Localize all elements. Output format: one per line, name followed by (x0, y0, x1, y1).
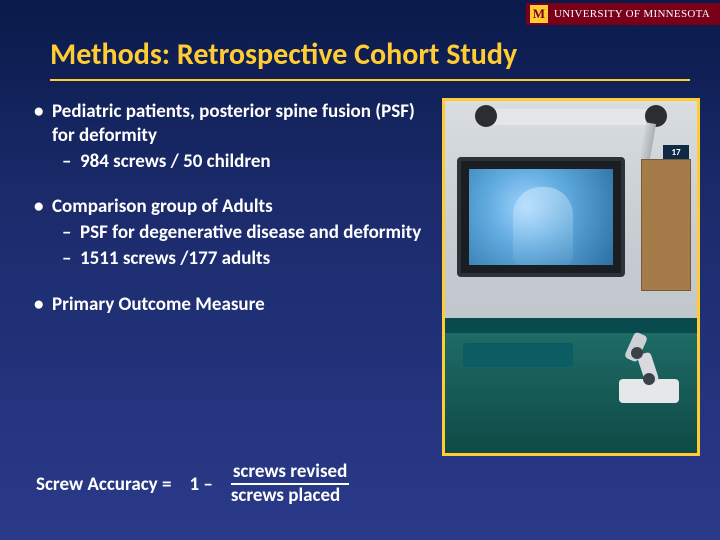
bullet-adults: Comparison group of Adults PSF for degen… (30, 195, 440, 270)
university-label: UNIVERSITY OF MINNESOTA (554, 8, 710, 20)
formula-one-minus: 1 – (189, 473, 212, 496)
wordmark-m-icon: M (530, 5, 548, 23)
formula-fraction: screws revised screws placed (231, 462, 349, 506)
instrument-tray-icon (463, 343, 573, 367)
surgical-robot-icon (589, 323, 679, 403)
sub-bullet-adults-psf: PSF for degenerative disease and deformi… (52, 221, 440, 245)
door-sign: 17 (663, 145, 689, 159)
header-bar: M UNIVERSITY OF MINNESOTA (0, 0, 720, 28)
monitor-screen-icon (469, 169, 613, 265)
slide-title: Methods: Retrospective Cohort Study (50, 36, 690, 81)
robot-joint-icon (631, 347, 643, 359)
sub-bullet-pediatric-counts: 984 screws / 50 children (52, 150, 440, 174)
nav-monitor-icon (457, 157, 625, 277)
bullet-text: Pediatric patients, posterior spine fusi… (52, 100, 415, 147)
slide: M UNIVERSITY OF MINNESOTA Methods: Retro… (0, 0, 720, 540)
robot-joint-icon (643, 373, 655, 385)
bullet-outcome: Primary Outcome Measure (30, 293, 440, 317)
arm-segment-icon (640, 122, 656, 159)
formula-lhs: Screw Accuracy = (36, 473, 171, 496)
ceiling-arm-icon (481, 109, 661, 125)
bullet-pediatric: Pediatric patients, posterior spine fusi… (30, 100, 440, 173)
arm-joint-icon (475, 105, 497, 127)
university-badge: M UNIVERSITY OF MINNESOTA (526, 3, 720, 25)
bullet-text: Primary Outcome Measure (52, 293, 265, 316)
formula-row: Screw Accuracy = 1 – screws revised scre… (36, 462, 349, 506)
content-area: Pediatric patients, posterior spine fusi… (30, 100, 440, 338)
formula-denominator: screws placed (231, 485, 340, 506)
bullet-text: Comparison group of Adults (52, 195, 273, 218)
sub-bullet-adults-counts: 1511 screws /177 adults (52, 247, 440, 271)
xray-silhouette-icon (513, 187, 573, 265)
door-icon (641, 159, 691, 291)
or-photo: 17 (442, 98, 700, 456)
formula-numerator: screws revised (231, 462, 349, 485)
